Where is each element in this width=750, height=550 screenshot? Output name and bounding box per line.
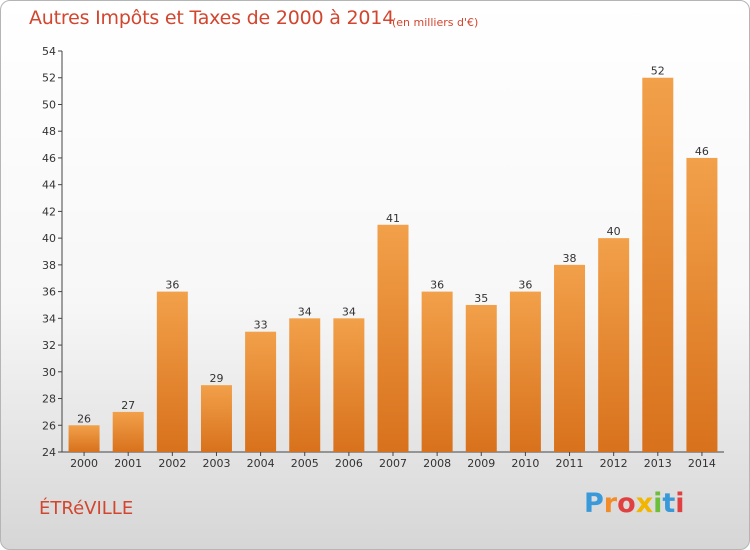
commune-name: ÉTRéVILLE [39, 498, 134, 519]
data-label-2000: 26 [77, 412, 91, 425]
x-tick-label-2006: 2006 [335, 457, 363, 470]
logo-letter: r [603, 488, 618, 519]
y-tick-label: 54 [42, 45, 56, 58]
data-label-2005: 34 [298, 305, 312, 318]
bar-2014 [686, 157, 718, 452]
y-tick-label: 34 [42, 312, 56, 325]
y-tick-label: 52 [42, 72, 56, 85]
x-tick-label-2010: 2010 [511, 457, 539, 470]
bar-2011 [554, 264, 586, 452]
bar-2003 [200, 385, 232, 452]
x-tick-label-2008: 2008 [423, 457, 451, 470]
data-label-2007: 41 [386, 212, 400, 225]
data-label-2011: 38 [563, 252, 577, 265]
data-label-2010: 36 [518, 279, 532, 292]
y-tick-label: 42 [42, 205, 56, 218]
data-label-2013: 52 [651, 65, 665, 78]
y-tick-label: 46 [42, 152, 56, 165]
y-tick-label: 30 [42, 366, 56, 379]
data-label-2003: 29 [209, 372, 223, 385]
data-label-2009: 35 [474, 292, 488, 305]
data-label-2014: 46 [695, 145, 709, 158]
y-tick-label: 44 [42, 179, 56, 192]
data-label-2001: 27 [121, 399, 135, 412]
bar-2000 [68, 425, 100, 452]
x-tick-label-2000: 2000 [70, 457, 98, 470]
logo-letter: x [635, 488, 654, 519]
bar-2004 [245, 331, 277, 452]
y-tick-label: 26 [42, 419, 56, 432]
x-tick-label-2002: 2002 [158, 457, 186, 470]
bar-2005 [289, 318, 321, 452]
data-label-2006: 34 [342, 305, 356, 318]
chart-subtitle: (en milliers d'€) [392, 16, 479, 29]
logo-letter: t [662, 488, 676, 519]
bar-2007 [377, 224, 409, 452]
chart-title: Autres Impôts et Taxes de 2000 à 2014 [29, 7, 395, 29]
data-label-2008: 36 [430, 279, 444, 292]
bar-2002 [156, 291, 188, 452]
x-tick-label-2011: 2011 [556, 457, 584, 470]
logo-letter: i [653, 488, 663, 519]
logo-letter: o [617, 488, 636, 519]
x-tick-label-2012: 2012 [600, 457, 628, 470]
logo-letter: P [584, 488, 604, 519]
data-label-2004: 33 [254, 319, 268, 332]
x-tick-label-2005: 2005 [291, 457, 319, 470]
x-tick-label-2003: 2003 [202, 457, 230, 470]
bar-2008 [421, 291, 453, 452]
data-label-2002: 36 [165, 279, 179, 292]
bar-2009 [465, 304, 497, 452]
x-tick-label-2004: 2004 [247, 457, 275, 470]
bars [68, 77, 718, 452]
y-tick-label: 40 [42, 232, 56, 245]
data-labels: 26 27 36 29 33 34 34 41 36 35 36 38 40 52 46 [77, 65, 709, 426]
x-tick-label-2013: 2013 [644, 457, 672, 470]
y-tick-label: 50 [42, 98, 56, 111]
proxiti-logo: Proxiti [584, 488, 685, 519]
bar-2013 [642, 77, 674, 452]
x-tick-label-2007: 2007 [379, 457, 407, 470]
x-tick-label-2014: 2014 [688, 457, 716, 470]
bar-2006 [333, 318, 365, 452]
logo-letter: i [675, 488, 685, 519]
y-tick-label: 24 [42, 446, 56, 459]
y-tick-label: 38 [42, 259, 56, 272]
y-tick-label: 36 [42, 286, 56, 299]
bar-2001 [112, 411, 144, 452]
bar-2012 [598, 238, 630, 452]
y-tick-label: 32 [42, 339, 56, 352]
y-tick-label: 28 [42, 393, 56, 406]
data-label-2012: 40 [607, 225, 621, 238]
y-tick-label: 48 [42, 125, 56, 138]
x-tick-label-2001: 2001 [114, 457, 142, 470]
x-tick-label-2009: 2009 [467, 457, 495, 470]
bar-2010 [509, 291, 541, 452]
